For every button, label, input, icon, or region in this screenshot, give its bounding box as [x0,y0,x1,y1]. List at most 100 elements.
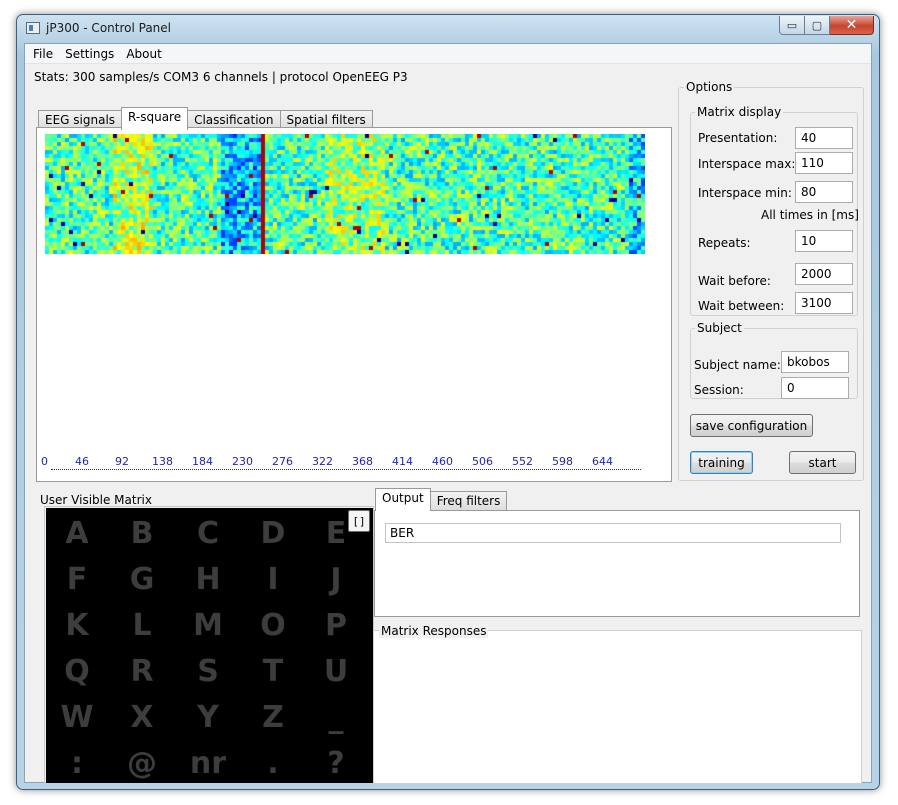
matrix-cell: O [260,608,286,643]
options-title: Options [684,80,735,94]
repeats-input[interactable] [795,230,853,252]
start-button[interactable]: start [789,451,856,474]
x-tick-label: 552 [512,455,533,468]
matrix-cell: U [323,654,349,689]
subject-name-input[interactable] [781,351,849,373]
x-tick-label: 46 [75,455,89,468]
tab-r-square[interactable]: R-square [121,107,189,130]
x-tick-label: 644 [592,455,613,468]
session-label: Session: [694,383,744,397]
x-tick-label: 414 [392,455,413,468]
matrix-cell: : [71,746,83,781]
tab-output[interactable]: Output [375,488,431,511]
matrix-cell: F [66,562,88,597]
interspace-min-input[interactable] [795,181,853,203]
menu-about[interactable]: About [126,46,162,61]
x-tick-label: 230 [232,455,253,468]
x-axis-line [51,469,641,470]
minimize-button[interactable]: ▭ [779,16,805,35]
matrix-cell: X [130,700,154,735]
x-tick-label: 92 [115,455,129,468]
close-button[interactable]: ✕ [830,16,874,35]
matrix-cell: C [196,516,220,551]
matrix-cell: P [325,608,347,643]
matrix-cell: _ [328,700,344,735]
matrix-cell: E [325,516,347,551]
wait-between-input[interactable] [795,292,853,314]
matrix-cell: W [60,700,94,735]
matrix-cell: H [195,562,221,597]
matrix-cell: T [262,654,284,689]
matrix-cell: K [65,608,89,643]
ber-output-field[interactable]: BER [385,523,841,543]
matrix-cell: @ [127,746,157,781]
matrix-cell: S [197,654,219,689]
matrix-cell: ? [327,746,345,781]
save-configuration-button[interactable]: save configuration [690,414,813,437]
bottom-tab-bar: Output Freq filters [375,488,508,511]
presentation-input[interactable] [795,127,853,149]
matrix-cell: L [132,608,152,643]
window-controls: ▭ ▢ ✕ [779,16,874,35]
matrix-responses-box [373,630,862,784]
maximize-button[interactable]: ▢ [805,16,830,35]
matrix-cell: G [129,562,155,597]
subject-title: Subject [695,321,744,335]
output-panel: BER [374,510,860,617]
speller-matrix: [] A B C D E F G H I J K L M O P Q R S T U W X Y Z _: @ nr.? [46,508,373,783]
main-tab-bar: EEG signals R-square Classification Spat… [38,107,373,130]
matrix-cell: . [267,746,279,781]
r-square-panel: 0 46 92 138 184 230 276 322 368 414 460 506 552 598 64… [36,127,672,482]
tab-spatial-filters[interactable]: Spatial filters [279,110,373,130]
tab-eeg-signals[interactable]: EEG signals [38,110,123,130]
matrix-cell: B [130,516,154,551]
x-tick-label: 276 [272,455,293,468]
user-visible-matrix-title: User Visible Matrix [40,493,152,507]
matrix-cell: nr [189,746,227,781]
app-window: jP300 - Control Panel ▭ ▢ ✕ File Setting… [16,14,880,790]
x-tick-label: 0 [41,455,48,468]
window-title: jP300 - Control Panel [46,21,171,35]
matrix-cell: D [260,516,286,551]
matrix-cell: Q [64,654,90,689]
matrix-fullscreen-button[interactable]: [] [348,510,370,532]
menu-file[interactable]: File [33,46,54,61]
x-tick-label: 506 [472,455,493,468]
session-input[interactable] [781,377,849,399]
matrix-cell: I [267,562,279,597]
options-group [678,87,864,481]
interspace-max-input[interactable] [795,152,853,174]
x-tick-label: 184 [192,455,213,468]
training-button[interactable]: training [690,451,753,474]
interspace-min-label: Interspace min: [698,186,792,200]
interspace-max-label: Interspace max: [698,157,796,171]
matrix-cell: M [193,608,223,643]
menu-settings[interactable]: Settings [65,46,115,61]
client-area: File Settings About Stats: 300 samples/s… [24,43,872,784]
x-tick-label: 598 [552,455,573,468]
title-bar[interactable]: jP300 - Control Panel ▭ ▢ ✕ [17,15,879,43]
repeats-label: Repeats: [698,236,751,250]
subject-group [690,328,858,399]
x-tick-label: 322 [312,455,333,468]
presentation-label: Presentation: [698,131,778,145]
matrix-cell: Y [197,700,219,735]
stats-text: Stats: 300 samples/s COM3 6 channels | p… [34,70,408,84]
matrix-cell: J [330,562,342,597]
x-tick-label: 368 [352,455,373,468]
x-tick-label: 460 [432,455,453,468]
app-icon [26,22,40,34]
menu-bar: File Settings About [25,44,871,64]
x-tick-label: 138 [152,455,173,468]
wait-between-label: Wait between: [698,299,785,313]
matrix-cell: R [130,654,154,689]
wait-before-input[interactable] [795,263,853,285]
r-square-heatmap [45,134,645,254]
matrix-display-title: Matrix display [695,105,784,119]
wait-before-label: Wait before: [698,274,771,288]
subject-name-label: Subject name: [694,358,781,372]
matrix-cell: A [65,516,89,551]
matrix-responses-title: Matrix Responses [379,624,489,638]
times-note: All times in [ms] [761,208,859,222]
tab-freq-filters[interactable]: Freq filters [429,491,508,511]
